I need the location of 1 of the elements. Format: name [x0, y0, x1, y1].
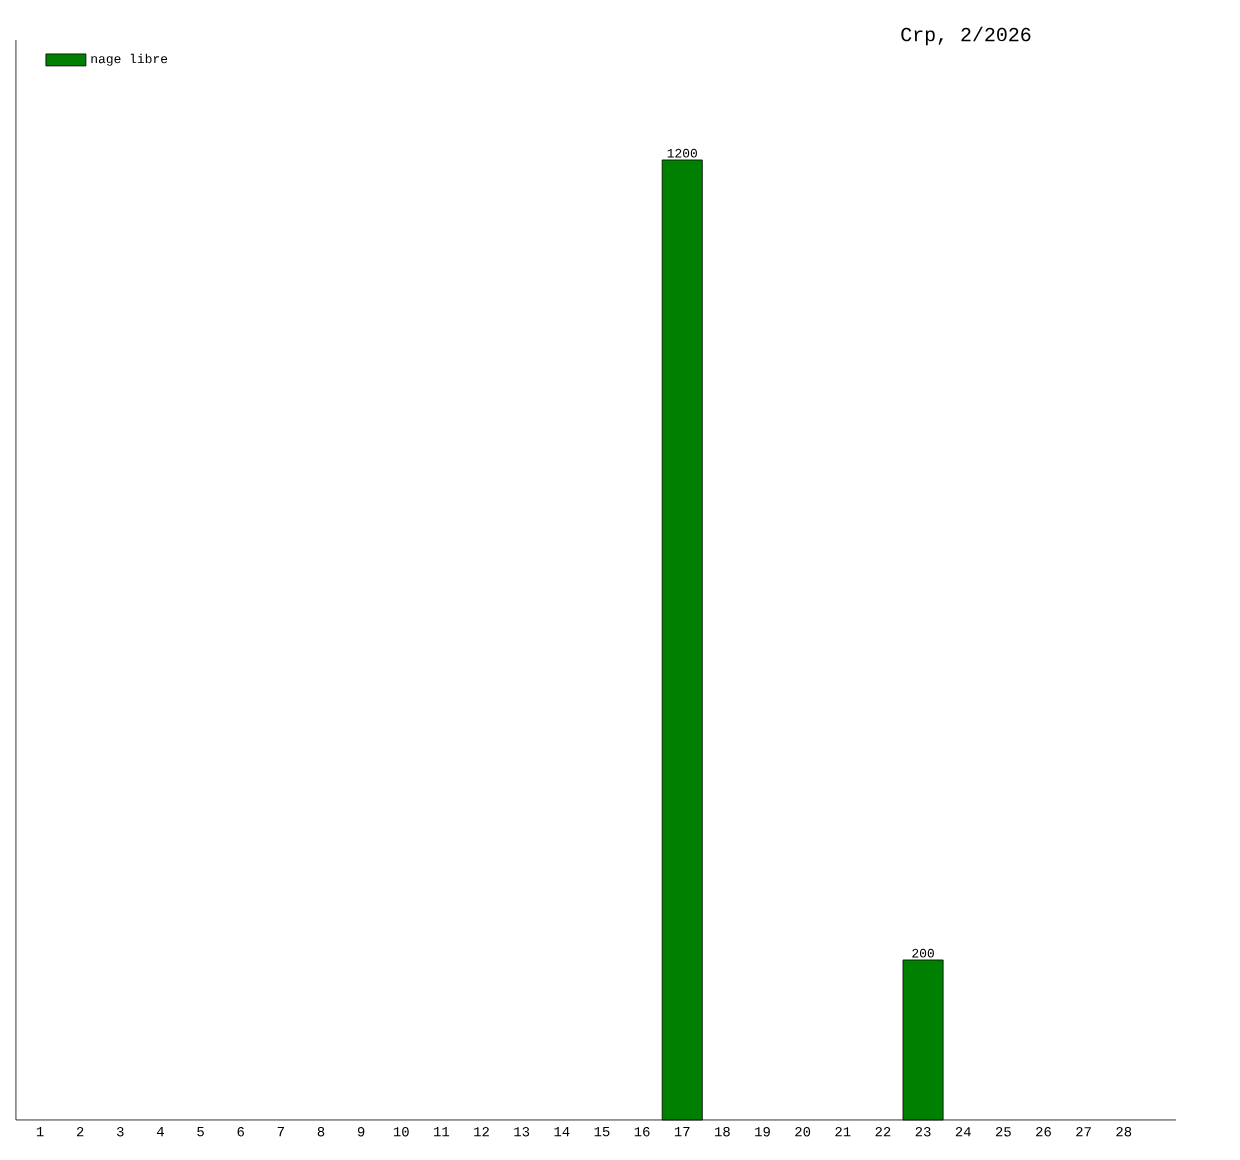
chart-title: Crp, 2/2026 [901, 26, 1031, 46]
